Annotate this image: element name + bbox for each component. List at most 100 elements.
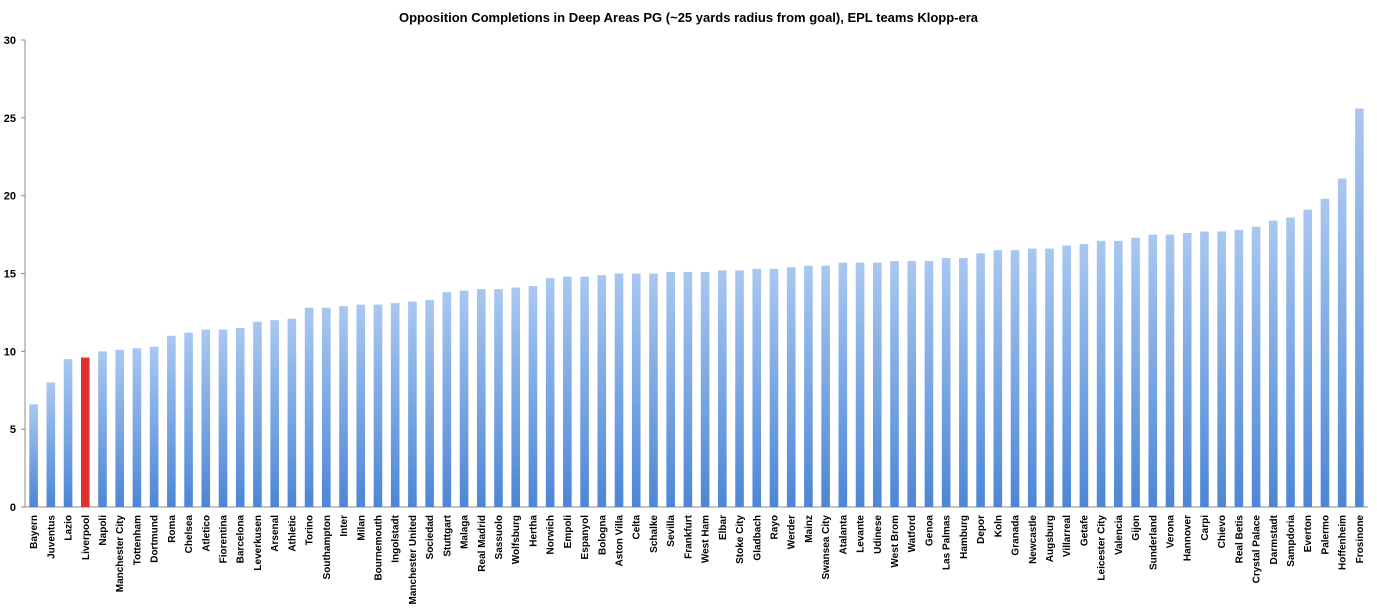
bar-malaga	[459, 290, 469, 507]
bar-hamburg	[959, 257, 968, 507]
x-tick-label: Tottenham	[132, 515, 143, 565]
bar-koln	[993, 250, 1003, 507]
bar-sunderland	[1148, 234, 1158, 508]
bar-west-ham	[700, 271, 710, 507]
bar-getafe	[1079, 243, 1089, 507]
x-tick-label: Barcelona	[236, 515, 247, 564]
x-tick-label: Hannover	[1183, 515, 1194, 561]
bar-empoli	[563, 276, 572, 507]
x-tick-label: Malaga	[460, 515, 471, 549]
y-tick-label: 5	[10, 424, 16, 436]
x-tick-label: Werder	[787, 515, 798, 549]
x-tick-labels: Bayern Juventus Lazio Liverpool Napoli Manche…	[29, 514, 1366, 604]
bar-hertha	[528, 285, 538, 507]
x-tick-label: Gladbach	[752, 515, 763, 561]
x-tick-label: Inter	[339, 515, 350, 537]
y-tick-label: 30	[4, 35, 16, 47]
bar-elbar	[718, 270, 727, 507]
bar-dortmund	[149, 346, 159, 507]
bar-leicester-city	[1096, 240, 1106, 507]
bar-lazio	[63, 359, 73, 507]
bar-atletico	[201, 329, 211, 507]
bar-atalanta	[838, 262, 848, 507]
axes	[21, 39, 1368, 508]
bar-frankfurt	[683, 271, 693, 507]
x-tick-label: Mainz	[804, 515, 815, 543]
bar-fiorentina	[218, 329, 228, 507]
bar-liverpool	[80, 357, 90, 507]
x-tick-label: Newcastle	[1028, 515, 1039, 564]
x-tick-label: Lazio	[64, 515, 75, 541]
x-tick-label: Schalke	[649, 515, 660, 553]
bar-juventus	[46, 382, 56, 507]
bar-milan	[356, 304, 366, 507]
x-tick-label: Koln	[993, 515, 1004, 537]
bar-espanyol	[580, 276, 589, 507]
bar-depor	[976, 253, 985, 507]
x-tick-label: Roma	[167, 515, 178, 543]
x-tick-label: Frankfurt	[683, 514, 694, 559]
x-tick-label: Gijon	[1131, 515, 1142, 541]
bar-athletic	[287, 318, 297, 507]
bar-tottenham	[132, 348, 142, 507]
x-tick-label: Wolfsburg	[511, 515, 522, 564]
bar-arsenal	[270, 320, 279, 507]
bar-stoke-city	[735, 270, 744, 507]
bar-manchester-city	[115, 349, 125, 507]
x-tick-label: Levante	[856, 515, 867, 553]
x-tick-label: Juventus	[46, 515, 57, 559]
bar-real-betis	[1234, 229, 1244, 507]
bar-frosinone	[1355, 108, 1364, 507]
x-tick-label: Dortmund	[150, 515, 161, 563]
bar-newcastle	[1027, 248, 1037, 508]
bar-hannover	[1182, 233, 1192, 507]
x-tick-label: Celta	[632, 515, 643, 540]
bar-levante	[855, 262, 865, 507]
x-tick-label: Frosinone	[1355, 515, 1366, 564]
bar-leverkusen	[253, 321, 262, 507]
x-tick-label: Milan	[356, 515, 367, 541]
bar-las-palmas	[941, 257, 951, 507]
x-tick-label: Elbar	[718, 515, 729, 540]
bar-verona	[1165, 234, 1175, 508]
bar-roma	[167, 335, 176, 507]
bar-udinese	[872, 262, 882, 507]
bar-ingolstadt	[390, 303, 400, 507]
bar-darmstadt	[1268, 220, 1278, 507]
bar-inter	[339, 306, 348, 507]
x-tick-label: Chelsea	[184, 515, 195, 554]
x-tick-label: Las Palmas	[942, 515, 953, 570]
bar-hoffenheim	[1337, 178, 1347, 507]
bar-bayern	[29, 404, 38, 507]
bar-everton	[1303, 209, 1313, 507]
bar-norwich	[545, 278, 555, 507]
x-tick-label: Hamburg	[959, 515, 970, 559]
x-tick-label: Leverkusen	[253, 515, 264, 571]
x-tick-label: Bologna	[597, 515, 608, 555]
x-tick-label: Hoffenheim	[1338, 515, 1349, 570]
x-tick-label: Southampton	[322, 515, 333, 579]
x-tick-label: Granada	[1011, 515, 1022, 556]
x-tick-label: Manchester United	[408, 515, 419, 604]
x-tick-label: Villarreal	[1062, 515, 1073, 557]
bar-chievo	[1217, 231, 1226, 507]
y-tick-label: 0	[10, 502, 16, 514]
chart-title: Opposition Completions in Deep Areas PG …	[399, 10, 978, 25]
x-tick-label: Sociedad	[425, 515, 436, 559]
bars	[29, 108, 1364, 508]
x-tick-label: Empoli	[563, 515, 574, 549]
bar-gijon	[1131, 237, 1140, 508]
bar-southampton	[322, 307, 331, 507]
x-tick-label: Augsburg	[1045, 515, 1056, 562]
bar-villarreal	[1062, 245, 1071, 508]
y-tick-label: 15	[4, 269, 16, 281]
x-tick-label: Atalanta	[838, 515, 849, 555]
bar-chelsea	[184, 332, 193, 507]
bar-rayo	[769, 268, 779, 507]
x-tick-label: Genoa	[924, 515, 935, 547]
bar-gladbach	[752, 268, 762, 507]
x-tick-label: Bournemouth	[373, 515, 384, 581]
bar-celta	[631, 273, 641, 507]
x-tick-label: Manchester City	[115, 515, 126, 593]
